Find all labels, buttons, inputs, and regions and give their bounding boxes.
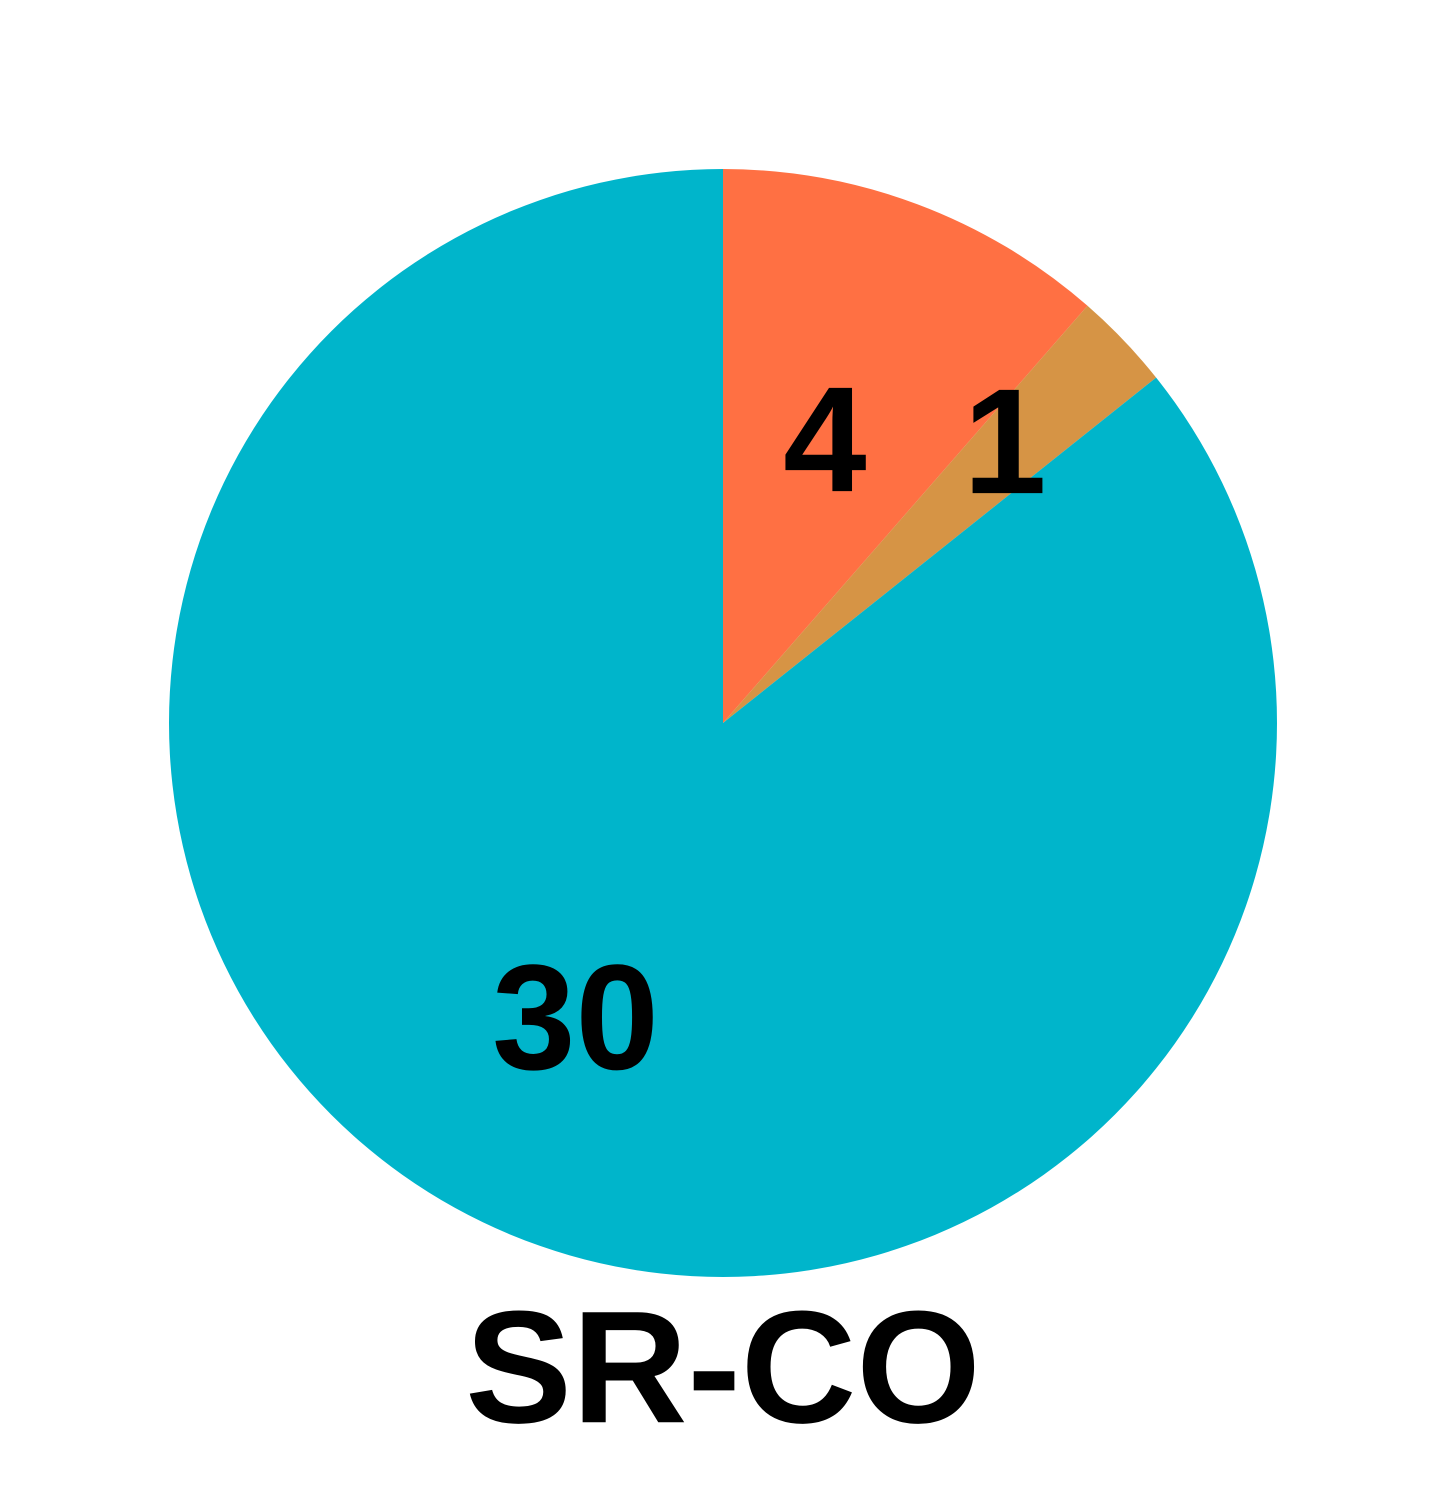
pie-slices: [168, 169, 1277, 1278]
slice-label-4: 4: [783, 355, 866, 523]
slice-label-1: 1: [963, 357, 1046, 525]
slice-label-30: 30: [492, 933, 659, 1101]
pie-slice-1: [723, 305, 1157, 723]
chart-title: SR-CO: [465, 1277, 981, 1456]
pie-slice-30: [168, 169, 1277, 1278]
slice-labels: 4 1 30: [492, 355, 1047, 1101]
pie-slice-4: [723, 169, 1088, 723]
